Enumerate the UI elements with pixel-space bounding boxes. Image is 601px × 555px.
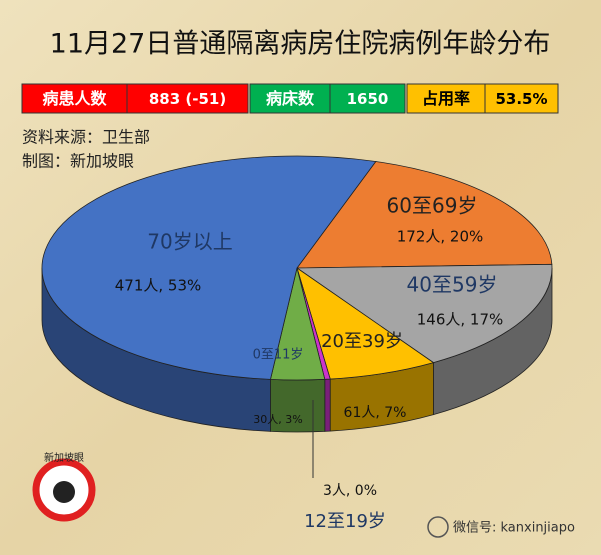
stat-value-box — [329, 83, 406, 114]
data-label: 3人, 0% — [323, 483, 377, 499]
stat-label-box — [249, 83, 331, 114]
slice-category: 20至39岁 — [321, 331, 403, 352]
data-label: 471人, 53% — [115, 277, 202, 295]
source: 资料来源：卫生部 — [22, 128, 150, 147]
stat-label: 病床数 — [266, 89, 315, 108]
stat-label-box — [406, 83, 486, 114]
slice — [41, 155, 377, 380]
chart-title: 11月27日普通隔离病房住院病例年龄分布 — [50, 29, 551, 60]
wechat-icon — [427, 516, 449, 538]
logo: 新加坡眼 — [32, 451, 96, 522]
data-label: 172人, 20% — [397, 228, 484, 246]
stat-value: 1650 — [347, 90, 389, 108]
slice-category: 12至19岁 — [304, 511, 386, 532]
data-label: 30人, 3% — [253, 413, 302, 426]
slice-category: 70岁以上 — [147, 230, 232, 254]
stat-label: 占用率 — [422, 89, 470, 108]
credit: 制图：新加坡眼 — [22, 152, 134, 171]
slice-category: 0至11岁 — [253, 348, 304, 363]
data-label: 61人, 7% — [344, 405, 407, 421]
stat-label-box — [21, 83, 128, 114]
slice-side — [324, 378, 331, 432]
slice — [296, 161, 553, 269]
logo-eye — [53, 481, 75, 503]
slice — [295, 263, 553, 364]
stat-value-box — [484, 83, 559, 114]
stats-bar: 病患人数 883 (-51) 病床数 1650 占用率 53.5% — [21, 83, 559, 114]
data-label: 146人, 17% — [417, 311, 504, 329]
slice-category: 40至59岁 — [407, 273, 498, 297]
stat-value: 53.5% — [495, 90, 547, 108]
stat-value-box — [126, 83, 249, 114]
logo-text: 新加坡眼 — [44, 451, 84, 464]
watermark: 微信号: kanxinjiapo — [453, 521, 575, 536]
stat-label: 病患人数 — [42, 89, 107, 108]
slice — [296, 267, 435, 380]
pie: 60至69岁 172人, 20% 40至59岁 146人, 17% 20至39岁 61人,… — [41, 155, 553, 532]
slice-category: 60至69岁 — [387, 194, 478, 218]
stat-value: 883 (-51) — [149, 90, 226, 108]
